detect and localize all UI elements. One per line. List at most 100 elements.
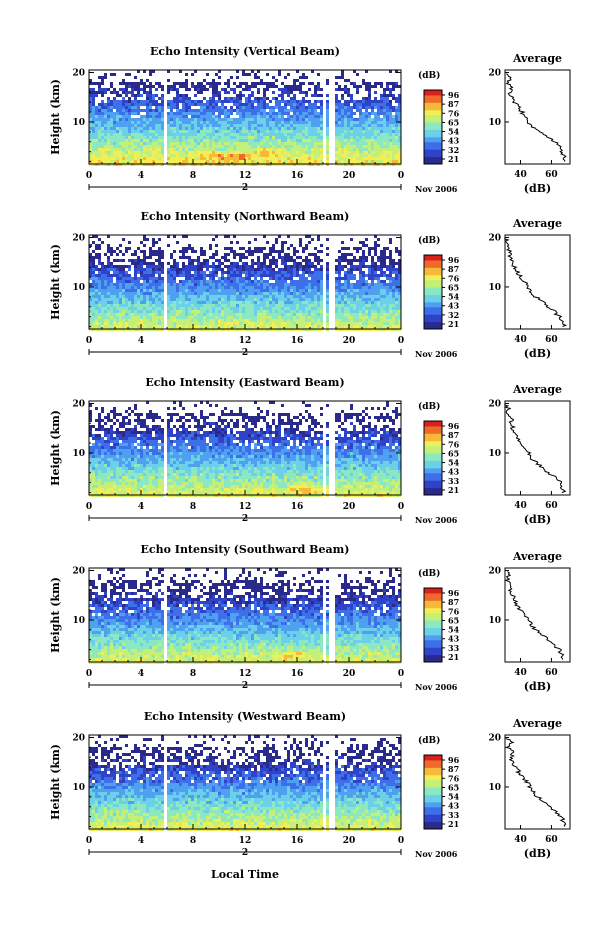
heatmap-cell xyxy=(335,151,338,154)
heatmap-cell xyxy=(293,259,296,262)
heatmap-cell xyxy=(224,109,227,112)
heatmap-cell xyxy=(236,154,239,157)
heatmap-cell xyxy=(356,295,359,298)
heatmap-cell xyxy=(206,310,209,313)
heatmap-cell xyxy=(194,319,197,322)
heatmap-cell xyxy=(275,238,278,241)
heatmap-cell xyxy=(302,121,305,124)
heatmap-cell xyxy=(227,130,230,133)
heatmap-cell xyxy=(389,106,392,109)
heatmap-cell xyxy=(89,121,92,124)
heatmap-cell xyxy=(386,112,389,115)
heatmap-cell xyxy=(167,277,170,280)
heatmap-cell xyxy=(209,97,212,100)
heatmap-cell xyxy=(308,112,311,115)
heatmap-cell xyxy=(110,277,113,280)
heatmap-cell xyxy=(89,244,92,247)
heatmap-cell xyxy=(116,157,119,160)
heatmap-cell xyxy=(110,115,113,118)
heatmap-cell xyxy=(359,271,362,274)
heatmap-cell xyxy=(140,88,143,91)
heatmap-cell xyxy=(134,310,137,313)
heatmap-cell xyxy=(392,145,395,148)
heatmap-cell xyxy=(209,139,212,142)
heatmap-cell xyxy=(107,154,110,157)
heatmap-cell xyxy=(305,109,308,112)
heatmap-cell xyxy=(311,301,314,304)
heatmap-cell xyxy=(359,301,362,304)
heatmap-cell xyxy=(215,85,218,88)
heatmap-cell xyxy=(173,157,176,160)
heatmap-cell xyxy=(173,283,176,286)
heatmap-cell xyxy=(197,157,200,160)
heatmap-cell xyxy=(311,127,314,130)
heatmap-cell xyxy=(113,142,116,145)
heatmap-cell xyxy=(326,283,329,286)
heatmap-cell xyxy=(95,268,98,271)
heatmap-cell xyxy=(236,157,239,160)
heatmap-cell xyxy=(224,115,227,118)
heatmap-cell xyxy=(140,157,143,160)
heatmap-cell xyxy=(311,103,314,106)
heatmap-cell xyxy=(341,325,344,328)
heatmap-cell xyxy=(182,265,185,268)
heatmap-cell xyxy=(338,283,341,286)
heatmap-cell xyxy=(125,73,128,76)
heatmap-cell xyxy=(161,151,164,154)
heatmap-cell xyxy=(281,283,284,286)
heatmap-cell xyxy=(92,274,95,277)
heatmap-cell xyxy=(218,76,221,79)
heatmap-cell xyxy=(287,277,290,280)
heatmap-cell xyxy=(176,157,179,160)
heatmap-cell xyxy=(371,85,374,88)
heatmap-cell xyxy=(305,127,308,130)
heatmap-cell xyxy=(113,292,116,295)
heatmap-cell xyxy=(167,274,170,277)
heatmap-cell xyxy=(191,310,194,313)
heatmap-cell xyxy=(92,82,95,85)
heatmap-cell xyxy=(320,286,323,289)
heatmap-cell xyxy=(314,118,317,121)
heatmap-cell xyxy=(101,91,104,94)
heatmap-cell xyxy=(227,124,230,127)
heatmap-cell xyxy=(188,145,191,148)
heatmap-cell xyxy=(230,139,233,142)
heatmap-cell xyxy=(173,262,176,265)
heatmap-cell xyxy=(134,145,137,148)
heatmap-cell xyxy=(200,103,203,106)
heatmap-cell xyxy=(101,145,104,148)
heatmap-cell xyxy=(236,85,239,88)
heatmap-cell xyxy=(185,85,188,88)
heatmap-cell xyxy=(239,256,242,259)
heatmap-cell xyxy=(263,112,266,115)
heatmap-cell xyxy=(299,316,302,319)
heatmap-cell xyxy=(215,151,218,154)
heatmap-cell xyxy=(317,262,320,265)
heatmap-cell xyxy=(101,241,104,244)
heatmap-cell xyxy=(152,250,155,253)
heatmap-cell xyxy=(188,157,191,160)
heatmap-cell xyxy=(191,295,194,298)
heatmap-cell xyxy=(314,253,317,256)
heatmap-cell xyxy=(245,322,248,325)
heatmap-cell xyxy=(278,280,281,283)
heatmap-cell xyxy=(254,277,257,280)
heatmap-cell xyxy=(89,124,92,127)
heatmap-cell xyxy=(386,124,389,127)
heatmap-cell xyxy=(356,139,359,142)
heatmap-cell xyxy=(110,274,113,277)
heatmap-cell xyxy=(326,112,329,115)
heatmap-cell xyxy=(389,154,392,157)
heatmap-cell xyxy=(176,100,179,103)
heatmap-cell xyxy=(101,160,104,163)
heatmap-cell xyxy=(230,151,233,154)
heatmap-cell xyxy=(281,97,284,100)
heatmap-cell xyxy=(392,139,395,142)
heatmap-cell xyxy=(272,298,275,301)
heatmap-cell xyxy=(110,91,113,94)
heatmap-cell xyxy=(281,247,284,250)
heatmap-cell xyxy=(161,325,164,328)
heatmap-cell xyxy=(254,109,257,112)
heatmap-cell xyxy=(254,145,257,148)
heatmap-cell xyxy=(230,310,233,313)
